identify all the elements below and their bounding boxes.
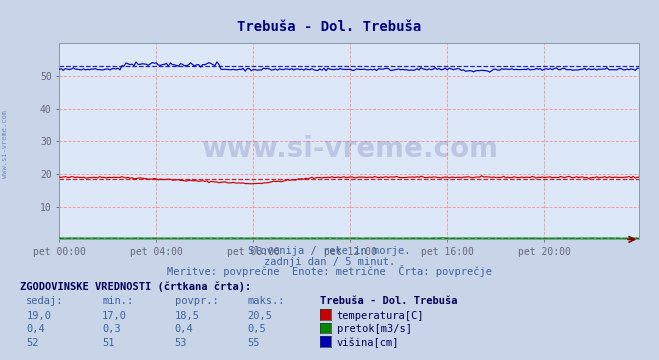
Text: višina[cm]: višina[cm] [337,337,399,348]
Text: 0,5: 0,5 [247,324,266,334]
Text: 0,3: 0,3 [102,324,121,334]
Text: maks.:: maks.: [247,296,285,306]
Text: zadnji dan / 5 minut.: zadnji dan / 5 minut. [264,257,395,267]
Text: 19,0: 19,0 [26,311,51,321]
Text: 20,5: 20,5 [247,311,272,321]
Text: Trebuša - Dol. Trebuša: Trebuša - Dol. Trebuša [237,20,422,34]
Text: temperatura[C]: temperatura[C] [337,311,424,321]
Text: 0,4: 0,4 [175,324,193,334]
Text: 18,5: 18,5 [175,311,200,321]
Text: www.si-vreme.com: www.si-vreme.com [201,135,498,163]
Text: 53: 53 [175,338,187,348]
Text: povpr.:: povpr.: [175,296,218,306]
Text: Trebuša - Dol. Trebuša: Trebuša - Dol. Trebuša [320,296,457,306]
Text: 51: 51 [102,338,115,348]
Text: 55: 55 [247,338,260,348]
Text: 17,0: 17,0 [102,311,127,321]
Text: ZGODOVINSKE VREDNOSTI (črtkana črta):: ZGODOVINSKE VREDNOSTI (črtkana črta): [20,281,251,292]
Text: www.si-vreme.com: www.si-vreme.com [2,110,9,178]
Text: 52: 52 [26,338,39,348]
Text: Slovenija / reke in morje.: Slovenija / reke in morje. [248,246,411,256]
Text: sedaj:: sedaj: [26,296,64,306]
Text: Meritve: povprečne  Enote: metrične  Črta: povprečje: Meritve: povprečne Enote: metrične Črta:… [167,265,492,278]
Text: min.:: min.: [102,296,133,306]
Text: 0,4: 0,4 [26,324,45,334]
Text: pretok[m3/s]: pretok[m3/s] [337,324,412,334]
